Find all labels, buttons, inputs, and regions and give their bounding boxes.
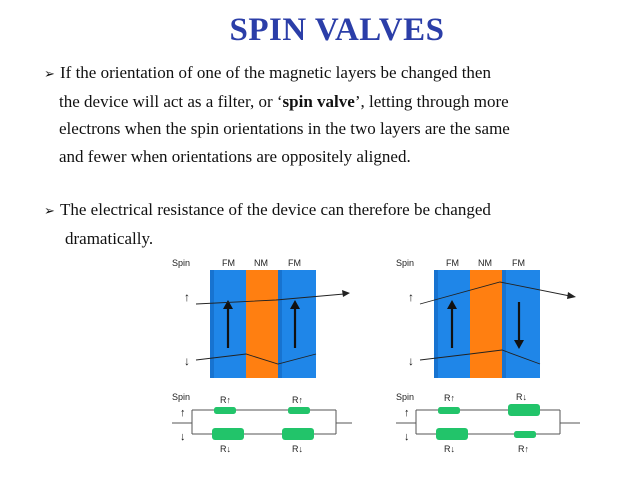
bullet-2: ➢ The electrical resistance of the device… [44,196,491,252]
nm-layer [470,270,502,378]
bullet-1-line-1: ➢ If the orientation of one of the magnet… [44,59,510,88]
electron-path-down [195,353,317,365]
antiparallel-layer-diagram: Spin FM NM FM ↑ ↓ [396,258,576,378]
resistor-label: R↑ [220,395,231,405]
resistor [438,407,460,414]
bullet-1-line-4: and fewer when orientations are opposite… [59,146,411,166]
parallel-resistor-circuit: Spin ↑ ↓ R↑ R↑ R↓ R↓ [172,392,352,454]
bullet-2-line-1: ➢ The electrical resistance of the device… [44,196,491,225]
fm-layer-right [278,270,316,378]
bullet-1-line-3: electrons when the spin orientations in … [59,119,510,138]
fm-label-right: FM [288,258,301,268]
resistor [212,428,244,440]
slide-title: SPIN VALVES [229,12,445,48]
electron-path-down [419,349,541,365]
bullet-1: ➢ If the orientation of one of the magnet… [44,59,510,170]
spin-down-icon: ↓ [180,431,186,443]
resistor [214,407,236,414]
electron-path-up [419,281,571,305]
electron-path-up [195,293,345,305]
fm-edge-shade [210,270,214,378]
resistor-label: R↑ [518,444,529,454]
fm-edge-shade [278,270,282,378]
fm-edge-shade [502,270,506,378]
resistor-label: R↑ [444,393,455,403]
resistor [288,407,310,414]
nm-layer [246,270,278,378]
resistor [508,404,540,416]
spin-down-icon: ↓ [184,354,190,368]
spin-valve-term: spin valve [282,91,355,111]
fm-edge-shade [434,270,438,378]
fm-label-left: FM [446,258,459,268]
spin-up-icon: ↑ [404,407,410,419]
resistor-label: R↓ [444,444,455,454]
arrow-head [223,300,233,309]
resistor-label: R↓ [220,444,231,454]
nm-label: NM [254,258,268,268]
bullet-2-line-2: dramatically. [65,228,154,248]
fm-label-right: FM [512,258,525,268]
path-arrow-head [567,292,576,299]
circuit-spin-label: Spin [396,392,414,402]
arrow-bullet-icon: ➢ [44,203,55,218]
spin-down-icon: ↓ [408,354,414,368]
resistor-label: R↓ [516,392,527,402]
spin-label: Spin [396,258,414,268]
antiparallel-resistor-circuit: Spin ↑ ↓ R↑ R↓ R↓ R↑ [396,392,580,454]
arrow-head [447,300,457,309]
fm-layer-right [502,270,540,378]
resistor [282,428,314,440]
spin-up-icon: ↑ [408,290,414,304]
spin-down-icon: ↓ [404,431,410,443]
spin-label: Spin [172,258,190,268]
arrow-head [514,340,524,349]
fm-label-left: FM [222,258,235,268]
parallel-layer-diagram: Spin FM NM FM ↑ ↓ [172,258,350,378]
spin-up-icon: ↑ [184,290,190,304]
circuit-spin-label: Spin [172,392,190,402]
nm-label: NM [478,258,492,268]
resistor-label: R↑ [292,395,303,405]
arrow-bullet-icon: ➢ [44,66,55,81]
bullet-1-line-2: the device will act as a filter, or ‘spi… [59,91,509,111]
path-arrow-head [342,290,350,297]
resistor [514,431,536,438]
spin-up-icon: ↑ [180,407,186,419]
arrow-head [290,300,300,309]
resistor [436,428,468,440]
resistor-label: R↓ [292,444,303,454]
